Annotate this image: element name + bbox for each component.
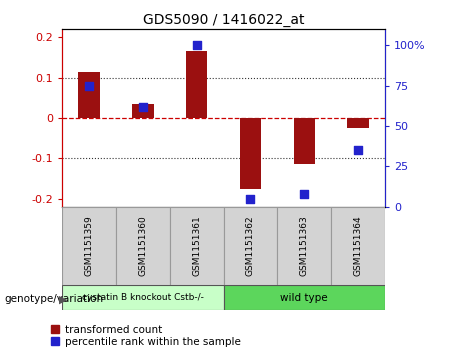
Bar (331, 207, 385, 285)
Bar (294, 118, 315, 164)
Point (247, 196, 254, 202)
Text: ▶: ▶ (59, 294, 67, 305)
Text: wild type: wild type (280, 293, 328, 303)
Bar (186, 51, 207, 118)
Bar (224, 207, 278, 285)
Bar (224, 285, 385, 310)
Bar (62, 285, 224, 310)
Point (139, 104, 147, 110)
Point (85, 83, 93, 89)
Bar (132, 104, 154, 118)
Title: GDS5090 / 1416022_at: GDS5090 / 1416022_at (143, 13, 304, 26)
Point (355, 147, 362, 153)
Text: GSM1151363: GSM1151363 (300, 216, 309, 276)
Point (301, 191, 308, 197)
Text: GSM1151360: GSM1151360 (138, 216, 148, 276)
Point (193, 42, 201, 48)
Legend: transformed count, percentile rank within the sample: transformed count, percentile rank withi… (51, 325, 241, 347)
Bar (62, 207, 116, 285)
Bar (278, 207, 331, 285)
Text: genotype/variation: genotype/variation (5, 294, 104, 305)
Bar (116, 207, 170, 285)
Bar (347, 118, 369, 128)
Bar (170, 207, 224, 285)
Text: GSM1151362: GSM1151362 (246, 216, 255, 276)
Text: GSM1151364: GSM1151364 (354, 216, 362, 276)
Text: GSM1151359: GSM1151359 (85, 216, 94, 276)
Bar (240, 118, 261, 189)
Text: cystatin B knockout Cstb-/-: cystatin B knockout Cstb-/- (82, 293, 204, 302)
Text: GSM1151361: GSM1151361 (192, 216, 201, 276)
Bar (78, 72, 100, 118)
